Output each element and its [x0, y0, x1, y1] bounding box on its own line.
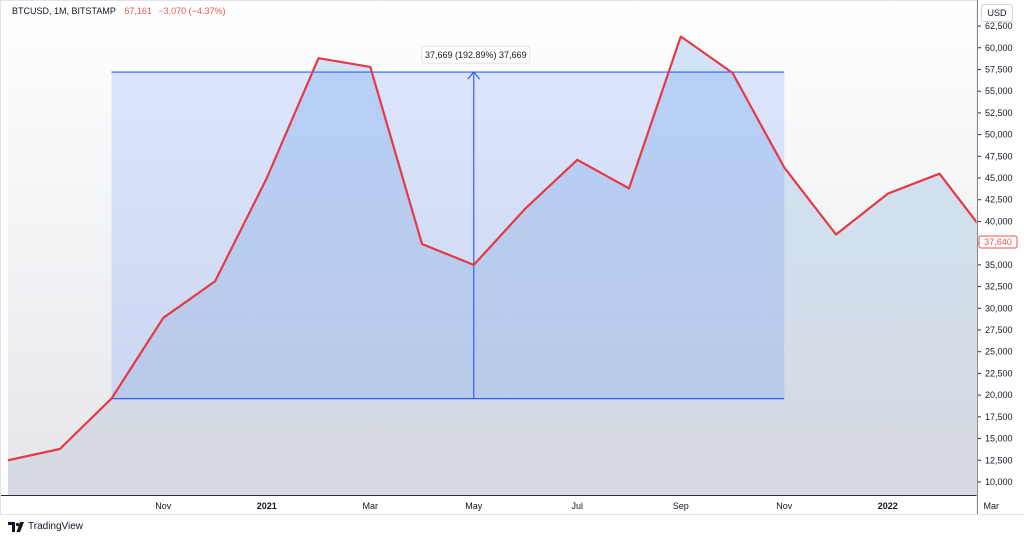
measure-box[interactable] [111, 72, 785, 399]
symbol-label: BTCUSD, 1M, BITSTAMP [12, 6, 116, 16]
price-axis-tick-label: 22,500 [985, 368, 1013, 378]
chart-frame [0, 0, 978, 515]
price-change: −3,070 (−4.37%) [158, 6, 226, 16]
price-axis-tick-label: 10,000 [985, 477, 1013, 487]
brand-label: TradingView [28, 521, 84, 532]
current-price-tag [978, 235, 1018, 249]
time-axis-tick-label: Nov [155, 501, 172, 511]
time-axis-tick-label: Sep [673, 501, 689, 511]
time-axis-tick-label: 2021 [257, 501, 277, 511]
tradingview-logo[interactable]: TradingView [8, 521, 83, 532]
time-axis-tick-label: Jul [571, 501, 583, 511]
price-axis-tick-label: 20,000 [985, 390, 1013, 400]
price-area-fill [8, 36, 977, 495]
time-axis-tick-label: Mar [984, 501, 1000, 511]
measure-label-box [421, 45, 531, 64]
price-axis-tick-label: 30,000 [985, 303, 1013, 313]
price-axis[interactable] [977, 0, 1024, 540]
price-axis-tick-label: 32,500 [985, 282, 1013, 292]
time-axis[interactable] [0, 496, 977, 515]
price-axis-tick-label: 45,000 [985, 173, 1013, 183]
price-axis-tick-label: 52,500 [985, 108, 1013, 118]
measure-label: 37,669 (192.89%) 37,669 [425, 50, 527, 60]
measure-arrow-head [467, 71, 481, 80]
price-axis-tick-label: 17,500 [985, 412, 1013, 422]
currency-button[interactable]: USD [981, 4, 1013, 22]
time-axis-tick-label: May [465, 501, 483, 511]
price-axis-tick-label: 57,500 [985, 64, 1013, 74]
price-axis-tick-label: 60,000 [985, 43, 1013, 53]
price-axis-tick-label: 27,500 [985, 325, 1013, 335]
price-axis-tick-label: 25,000 [985, 347, 1013, 357]
price-axis-tick-label: 55,000 [985, 86, 1013, 96]
tradingview-logo-icon [8, 521, 24, 532]
price-axis-tick-label: 35,000 [985, 260, 1013, 270]
price-axis-tick-label: 15,000 [985, 434, 1013, 444]
price-axis-tick-label: 42,500 [985, 195, 1013, 205]
price-axis-tick-label: 47,500 [985, 151, 1013, 161]
time-axis-tick-label: 2022 [878, 501, 898, 511]
last-price: 67,161 [124, 6, 152, 16]
price-axis-tick-label: 12,500 [985, 455, 1013, 465]
time-axis-tick-label: Nov [776, 501, 793, 511]
price-line [8, 35, 977, 462]
symbol-legend: BTCUSD, 1M, BITSTAMP 67,161 −3,070 (−4.3… [12, 6, 225, 16]
price-axis-tick-label: 50,000 [985, 130, 1013, 140]
current-price-label: 37,640 [984, 237, 1012, 247]
time-axis-tick-label: Mar [363, 501, 379, 511]
price-axis-tick-label: 40,000 [985, 216, 1013, 226]
price-axis-tick-label: 62,500 [985, 21, 1013, 31]
